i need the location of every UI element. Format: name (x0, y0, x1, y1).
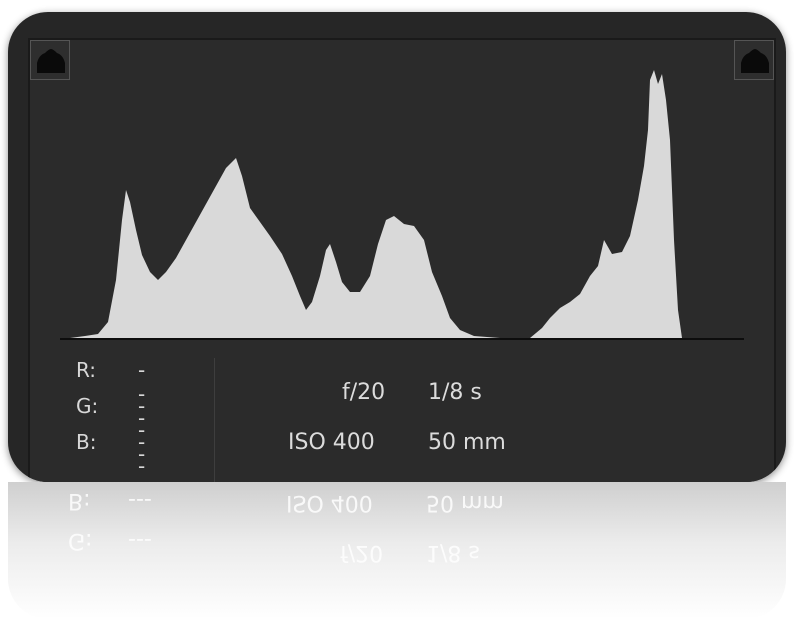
histogram-baseline (60, 338, 744, 340)
histogram-curve (70, 70, 682, 338)
red-label: R: (76, 358, 97, 382)
histogram-area (30, 40, 774, 340)
green-value: --- (138, 394, 146, 466)
info-bar: R: --- G: --- B: --- f/20 1/8 s ISO 400 … (30, 346, 774, 482)
highlight-clipping-warning-icon (741, 49, 769, 73)
red-value: --- (138, 358, 146, 430)
reflection-gradient: B: --- G: --- ISO 400 50 mm f/20 1/8 s (8, 482, 786, 619)
green-label: G: (76, 394, 99, 418)
focal-length-value: 50 mm (428, 430, 506, 455)
reflection-blue-label: B: (68, 488, 91, 513)
shadow-clipping-warning-icon (37, 49, 65, 73)
histogram-panel: R: --- G: --- B: --- f/20 1/8 s ISO 400 … (8, 12, 786, 482)
histogram-graph (70, 70, 682, 338)
reflection-focal-length-value: 50 mm (426, 490, 504, 515)
shutter-speed-value: 1/8 s (428, 380, 482, 405)
blue-value: --- (138, 430, 146, 482)
highlight-clipping-toggle[interactable] (734, 40, 774, 80)
blue-label: B: (76, 430, 97, 454)
reflection-aperture-value: f/20 (340, 540, 384, 565)
shadow-clipping-toggle[interactable] (30, 40, 70, 80)
reflection-shutter-speed-value: 1/8 s (426, 540, 480, 565)
histogram-inner-frame: R: --- G: --- B: --- f/20 1/8 s ISO 400 … (28, 38, 776, 482)
reflection-blue-value: --- (128, 488, 152, 513)
panel-reflection: B: --- G: --- ISO 400 50 mm f/20 1/8 s (8, 482, 786, 619)
aperture-value: f/20 (342, 380, 386, 405)
reflection-green-label: G: (68, 528, 93, 553)
reflection-iso-value: ISO 400 (286, 490, 373, 515)
reflection-green-value: --- (128, 528, 152, 553)
iso-value: ISO 400 (288, 430, 375, 455)
info-divider (214, 358, 215, 482)
